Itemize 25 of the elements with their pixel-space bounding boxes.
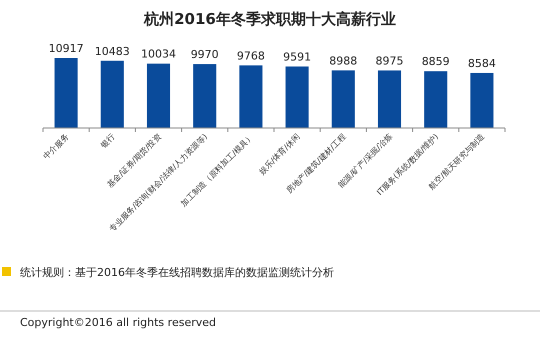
- x-tick-label: 中介服务: [42, 132, 71, 162]
- data-label: 10034: [141, 48, 176, 61]
- data-label: 8859: [422, 55, 450, 68]
- bar: [54, 58, 78, 128]
- bar: [332, 70, 355, 128]
- data-label: 10917: [48, 42, 84, 55]
- bar: [100, 60, 124, 128]
- text: 统计规则：基于2016年冬季在线招聘数据库的数据监测统计分析: [20, 266, 334, 279]
- bar: [470, 72, 494, 128]
- bar: [193, 64, 216, 128]
- data-label: 10483: [94, 44, 130, 58]
- bar: [239, 65, 262, 128]
- bar: [424, 71, 448, 128]
- data-label: 8988: [329, 54, 358, 68]
- data-label: 9591: [283, 50, 312, 64]
- x-tick-label: 银行: [98, 132, 117, 150]
- data-label: 8975: [376, 54, 404, 68]
- bar: [286, 66, 309, 128]
- bar: [378, 70, 402, 128]
- data-label: 8584: [468, 56, 496, 70]
- chart-title: 杭州2016年冬季求职期十大高薪行业: [143, 10, 396, 28]
- bar: [146, 64, 170, 128]
- data-label: 9970: [190, 48, 219, 62]
- data-label: 9768: [236, 49, 265, 62]
- text: Copyright©2016 all rights reserved: [20, 316, 216, 329]
